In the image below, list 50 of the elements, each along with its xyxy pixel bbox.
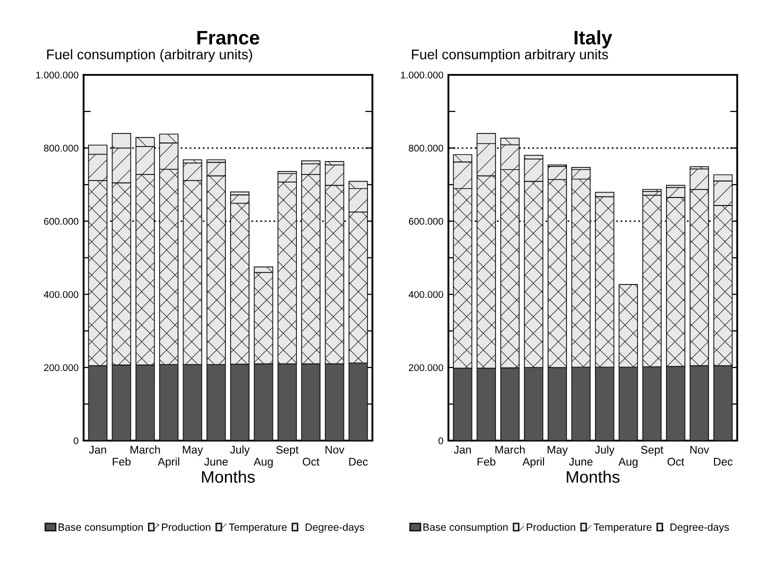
y-tick-label: 1.000.000: [36, 72, 78, 78]
x-axis-title: Months: [202, 470, 255, 483]
x-tick-label: Dec: [349, 458, 368, 466]
y-tick-label: 200.000: [408, 364, 444, 372]
y-axis-title: Fuel consumption (arbitrary units): [47, 49, 252, 62]
legend-label: Degree-days: [306, 523, 364, 533]
legend-label: Degree-days: [670, 523, 729, 533]
x-tick-label: April: [158, 457, 180, 468]
legend-label: Production: [162, 523, 210, 531]
chart-title: Italy: [574, 30, 612, 48]
x-tick-label: Jan: [89, 446, 106, 454]
legend-label: Temperature: [594, 524, 652, 533]
x-tick-label: June: [204, 458, 228, 466]
x-tick-label: Feb: [478, 457, 496, 466]
x-tick-label: Nov: [690, 446, 710, 454]
x-tick-label: Aug: [254, 458, 273, 468]
legend-label: Base consumption: [58, 523, 143, 533]
x-tick-label: Nov: [326, 446, 344, 454]
y-tick-label: 800.000: [408, 144, 444, 152]
y-tick-label: 0: [74, 437, 78, 444]
x-tick-label: Aug: [618, 458, 638, 468]
y-tick-label: 400.000: [44, 291, 78, 298]
x-tick-label: April: [522, 457, 544, 468]
y-tick-label: 600.000: [408, 218, 444, 225]
x-tick-label: June: [569, 458, 593, 466]
y-tick-label: 0: [438, 437, 444, 444]
x-tick-label: Dec: [714, 458, 733, 466]
y-tick-label: 200.000: [44, 364, 78, 372]
legend-label: Base consumption: [423, 523, 508, 533]
y-axis-title: Fuel consumption arbitrary units: [412, 49, 608, 62]
x-tick-label: Sept: [641, 446, 664, 456]
chart-title: France: [197, 30, 260, 45]
x-tick-label: Feb: [112, 457, 131, 466]
y-tick-label: 600.000: [44, 218, 78, 225]
legend-label: Temperature: [228, 524, 287, 533]
y-tick-label: 800.000: [44, 144, 78, 152]
x-tick-label: Jan: [454, 446, 471, 454]
x-tick-label: July: [230, 446, 250, 456]
y-tick-label: 400.000: [408, 291, 444, 298]
y-tick-label: 1.000.000: [401, 72, 444, 78]
legend-label: Production: [526, 523, 576, 531]
x-tick-label: May: [548, 446, 568, 456]
x-tick-label: Oct: [302, 458, 320, 466]
x-tick-label: March: [495, 446, 525, 454]
x-tick-label: Sept: [276, 446, 299, 456]
x-tick-label: July: [594, 446, 614, 456]
x-tick-label: Oct: [668, 458, 684, 466]
x-tick-label: May: [182, 446, 203, 456]
x-tick-label: March: [130, 446, 160, 454]
x-axis-title: Months: [566, 470, 620, 483]
